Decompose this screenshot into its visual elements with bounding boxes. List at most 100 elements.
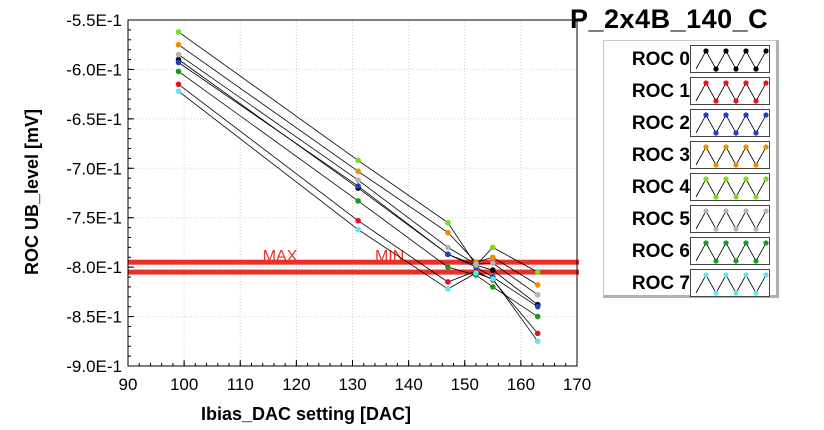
y-axis-label: ROC UB_level [mV] bbox=[22, 109, 42, 275]
legend-swatch-marker bbox=[753, 130, 759, 136]
legend-item-roc-3: ROC 3 bbox=[604, 141, 776, 171]
legend-swatch bbox=[690, 109, 770, 137]
y-tick-label: -7.0E-1 bbox=[66, 159, 122, 178]
legend-item-roc-0: ROC 0 bbox=[604, 45, 776, 75]
x-tick-label: 160 bbox=[507, 375, 535, 394]
data-point-roc-1 bbox=[534, 330, 541, 337]
threshold-line-min bbox=[128, 269, 579, 275]
y-axis-ticks: -5.5E-1 -6.0E-1 -6.5E-1 -7.0E-1 -7.5E-1 -8.0E… bbox=[66, 11, 134, 376]
data-point-roc-5 bbox=[490, 260, 496, 266]
legend-swatch-line bbox=[695, 114, 767, 134]
data-point-roc-7 bbox=[473, 270, 479, 276]
data-point-roc-7 bbox=[175, 88, 182, 94]
data-point-roc-5 bbox=[473, 261, 479, 267]
legend-swatch-marker bbox=[733, 194, 739, 200]
legend-swatch-marker bbox=[763, 272, 769, 278]
series-line-roc-6 bbox=[178, 71, 538, 317]
data-point-roc-6 bbox=[534, 313, 541, 320]
data-point-roc-1 bbox=[355, 217, 361, 224]
legend-label: ROC 4 bbox=[631, 177, 690, 198]
series-line-roc-0 bbox=[178, 59, 538, 306]
data-point-roc-2 bbox=[175, 59, 182, 66]
data-point-roc-4 bbox=[175, 29, 182, 35]
legend-label: ROC 7 bbox=[631, 273, 690, 294]
legend-swatch-line bbox=[695, 242, 767, 262]
legend-swatch-marker bbox=[703, 144, 709, 150]
legend-label: ROC 1 bbox=[631, 81, 690, 102]
legend-swatch-marker bbox=[743, 208, 749, 214]
legend-swatch-marker bbox=[713, 226, 719, 232]
legend-swatch-marker bbox=[703, 272, 709, 278]
x-tick-label: 120 bbox=[282, 375, 310, 394]
legend-swatch-marker bbox=[753, 290, 759, 296]
legend-swatch-marker bbox=[753, 66, 759, 72]
data-point-roc-7 bbox=[490, 276, 496, 282]
legend-swatch bbox=[690, 77, 770, 105]
legend-swatch bbox=[690, 205, 770, 233]
series-lines bbox=[178, 31, 539, 342]
data-point-roc-2 bbox=[534, 303, 541, 310]
legend-swatch-line bbox=[695, 146, 767, 166]
legend-swatch-line bbox=[695, 210, 767, 230]
legend-item-roc-1: ROC 1 bbox=[604, 77, 776, 107]
legend-swatch-marker bbox=[703, 48, 709, 54]
legend-swatch-marker bbox=[743, 80, 749, 86]
x-tick-label: 140 bbox=[394, 375, 422, 394]
legend-swatch-marker bbox=[713, 258, 719, 264]
x-tick-label: 110 bbox=[227, 375, 254, 394]
data-point-roc-3 bbox=[445, 229, 451, 236]
y-tick-label: -6.0E-1 bbox=[66, 60, 122, 79]
data-point-roc-5 bbox=[534, 292, 541, 298]
threshold-label-min: MIN bbox=[375, 248, 404, 265]
legend-swatch-marker bbox=[713, 98, 719, 104]
legend-swatch-marker bbox=[723, 176, 729, 182]
legend-swatch-line bbox=[695, 50, 767, 70]
threshold-label-max: MAX bbox=[263, 248, 298, 265]
y-tick-label: -8.0E-1 bbox=[66, 258, 122, 277]
x-tick-label: 170 bbox=[563, 375, 591, 394]
data-point-roc-5 bbox=[175, 51, 182, 58]
legend-label: ROC 0 bbox=[631, 49, 690, 70]
series-line-roc-7 bbox=[178, 90, 539, 342]
data-point-roc-6 bbox=[490, 284, 496, 290]
legend-swatch-marker bbox=[753, 258, 759, 264]
legend-swatch bbox=[690, 269, 770, 297]
legend-label: ROC 5 bbox=[631, 209, 690, 230]
legend-swatch-marker bbox=[743, 240, 749, 246]
legend-swatch-marker bbox=[713, 66, 719, 72]
data-point-roc-6 bbox=[445, 264, 451, 270]
series-line-roc-1 bbox=[178, 83, 539, 334]
series-line-roc-3 bbox=[178, 44, 538, 286]
legend-swatch-marker bbox=[703, 208, 709, 214]
threshold-line-max bbox=[128, 259, 579, 265]
data-point-roc-7 bbox=[534, 338, 541, 345]
legend-item-roc-4: ROC 4 bbox=[604, 173, 776, 203]
legend-swatch-marker bbox=[703, 176, 709, 182]
legend-swatch-marker bbox=[733, 290, 739, 296]
data-points bbox=[175, 29, 541, 345]
legend-swatch-marker bbox=[723, 48, 729, 54]
legend-label: ROC 6 bbox=[631, 241, 690, 262]
legend-swatch-marker bbox=[753, 162, 759, 168]
data-point-roc-5 bbox=[355, 177, 361, 183]
data-point-roc-3 bbox=[355, 168, 361, 175]
legend-swatch-marker bbox=[723, 80, 729, 86]
legend-swatch-marker bbox=[723, 240, 729, 246]
series-line-roc-2 bbox=[178, 62, 538, 308]
data-point-roc-4 bbox=[355, 157, 361, 164]
data-point-roc-2 bbox=[355, 183, 361, 189]
data-point-roc-6 bbox=[175, 68, 182, 75]
series-line-roc-5 bbox=[178, 54, 538, 296]
legend-item-roc-7: ROC 7 bbox=[604, 269, 776, 299]
data-point-roc-6 bbox=[355, 198, 361, 204]
x-axis-ticks: 90 100 110 120 130 140 150 160 170 bbox=[119, 360, 591, 394]
data-point-roc-3 bbox=[534, 282, 541, 288]
data-point-roc-5 bbox=[445, 244, 451, 251]
legend-label: ROC 3 bbox=[631, 145, 690, 166]
data-point-roc-2 bbox=[445, 251, 451, 258]
legend-swatch-marker bbox=[763, 80, 769, 86]
legend-swatch-marker bbox=[713, 162, 719, 168]
legend-swatch-marker bbox=[713, 130, 719, 136]
data-point-roc-4 bbox=[490, 244, 496, 251]
